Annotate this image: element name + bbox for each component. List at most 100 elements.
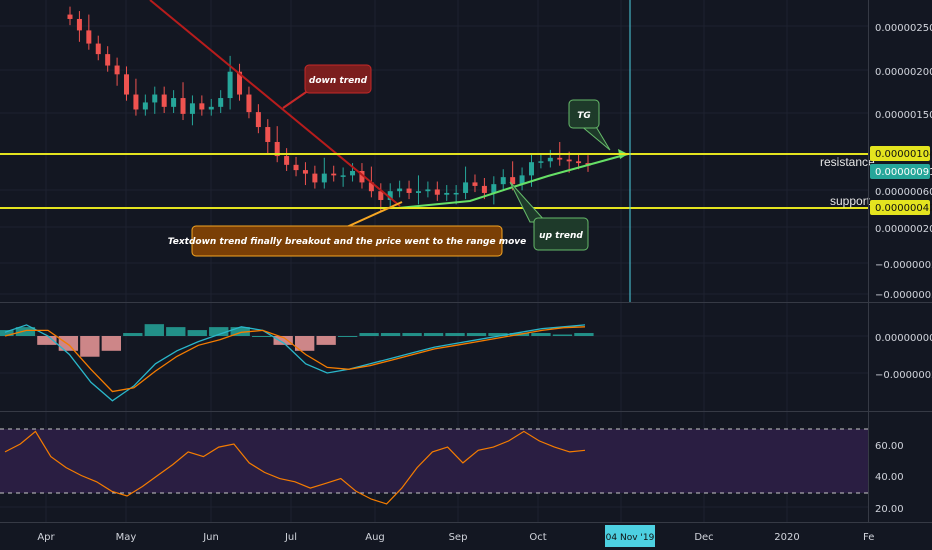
candle-body [510, 177, 516, 185]
macd-tick: −0.00000020 [875, 370, 932, 381]
macd-histogram-bar [316, 336, 336, 345]
candle-body [180, 98, 186, 114]
tg-text: TG [577, 111, 591, 121]
down-trend-text: down trend [309, 76, 368, 86]
candle-body [114, 65, 120, 75]
candle-body [472, 182, 478, 186]
price-axis[interactable]: 0.00000250 0.00000200 0.00000150 0.00000… [870, 23, 932, 301]
time-tick: 2020 [774, 532, 799, 543]
candle-body [105, 54, 111, 66]
candle-body [444, 192, 450, 195]
candle-body [199, 103, 205, 110]
macd-histogram-bar [230, 327, 250, 336]
macd-histogram-bar [337, 336, 358, 337]
price-tick: 0.00000250 [875, 23, 932, 34]
macd-axis[interactable]: 0.00000000 −0.00000020 [875, 333, 932, 381]
macd-histogram-bar [574, 333, 594, 336]
macd-histogram-bar [488, 333, 508, 336]
macd-histogram-bar [252, 336, 272, 337]
macd-histogram-bar [144, 324, 164, 336]
macd-histogram-bar [359, 333, 379, 336]
candle-body [368, 182, 374, 192]
candle-body [124, 74, 130, 95]
rsi-tick: 20.00 [875, 504, 904, 515]
candle-body [557, 157, 563, 160]
macd-histogram-bar [123, 333, 143, 336]
time-tick: Apr [37, 532, 55, 543]
candle-body [378, 191, 384, 200]
macd-histogram-bar [466, 333, 487, 336]
candle-body [425, 189, 431, 192]
candle-body [255, 112, 261, 128]
macd-histogram-bar [445, 333, 465, 336]
candle-body [387, 191, 393, 200]
candle-body [340, 175, 346, 177]
price-tick: 0.00000150 [875, 110, 932, 121]
time-axis[interactable]: Apr May Jun Jul Aug Sep Oct Dec 2020 Fe … [37, 525, 874, 547]
candle-body [434, 189, 440, 195]
candles [67, 6, 591, 212]
candle-body [246, 94, 252, 113]
candle-body [500, 177, 506, 185]
macd-histogram-bar [209, 327, 229, 336]
rsi-axis[interactable]: 60.00 40.00 20.00 [875, 441, 904, 515]
macd-histogram-bar [166, 327, 186, 336]
last-price-value: 0.00000091 [875, 167, 932, 178]
time-tick: Aug [365, 532, 385, 543]
candle-body [208, 106, 214, 110]
candle-body [397, 188, 403, 192]
time-tick: Oct [529, 532, 546, 543]
macd-histogram [0, 324, 594, 357]
candle-body [312, 173, 318, 183]
rsi-tick: 60.00 [875, 441, 904, 452]
candle-body [350, 170, 356, 176]
last-price-tag [870, 164, 930, 179]
price-tick: −0.00000055 [875, 290, 932, 301]
macd-histogram-bar [402, 333, 422, 336]
support-label: support [830, 194, 871, 208]
candle-body [481, 185, 487, 193]
breakout-text: Textdown trend finally breakout and the … [168, 237, 526, 247]
time-tick: Dec [694, 532, 713, 543]
rsi-pane[interactable] [0, 428, 868, 505]
candle-body [95, 43, 101, 55]
breakout-callout [191, 225, 503, 257]
rsi-line [4, 430, 586, 505]
macd-pane[interactable] [0, 324, 594, 402]
price-pane[interactable]: resistance support down trend TG up tren… [0, 0, 875, 302]
candle-body [76, 18, 82, 31]
candle-body [274, 141, 280, 157]
macd-histogram-bar [0, 330, 14, 336]
candle-body [133, 94, 139, 110]
candle-body [189, 103, 195, 114]
rsi-tick: 40.00 [875, 472, 904, 483]
up-trend-callout [533, 217, 589, 251]
candle-body [321, 173, 327, 183]
candle-body [86, 30, 92, 44]
macd-histogram-bar [552, 334, 573, 336]
candle-body [227, 71, 233, 99]
candle-body [161, 94, 167, 107]
candle-body [528, 162, 534, 176]
candle-body [491, 184, 497, 193]
macd-line [4, 324, 586, 402]
macd-histogram-bar [37, 336, 57, 345]
support-price-value: 0.00000042 [875, 203, 932, 214]
macd-histogram-bar [531, 333, 551, 336]
signal-line [4, 326, 586, 393]
candle-body [218, 98, 224, 107]
candle-body [142, 102, 148, 110]
candle-body [152, 94, 158, 103]
candle-body [284, 156, 290, 165]
candle-body [331, 173, 337, 176]
up-trend-line [397, 153, 629, 209]
candle-body [237, 71, 243, 95]
candle-body [265, 127, 271, 142]
price-tick: −0.00000020 [875, 260, 932, 271]
down-trend-line [149, 0, 401, 207]
candle-body [406, 188, 412, 193]
time-tick: May [116, 532, 137, 543]
candle-body [171, 98, 177, 107]
time-cursor-label: 04 Nov '19 [606, 533, 655, 543]
